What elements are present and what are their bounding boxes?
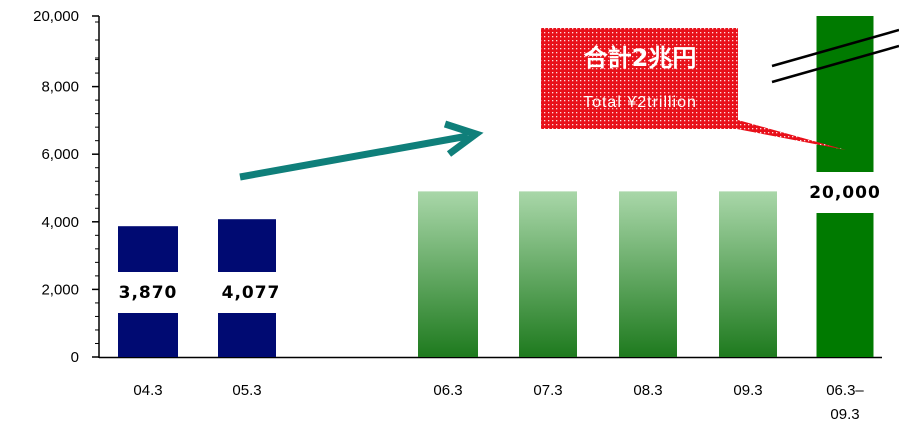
data-label-bg: [805, 172, 885, 213]
callout-total: 合計2兆円 Total ¥2trillion: [541, 28, 846, 150]
data-label: 3,870: [119, 283, 178, 303]
y-tick-label: 6,000: [41, 146, 79, 163]
data-label-bg: [215, 272, 279, 313]
y-tick-label: 8,000: [41, 79, 79, 96]
x-tick-label: 08.3: [633, 382, 662, 399]
data-label: 4,077: [222, 283, 281, 303]
data-label-bg: [116, 272, 180, 313]
x-tick-label: 06.3– 09.3: [826, 382, 864, 423]
data-label: 20,000: [809, 183, 881, 203]
x-tick-label: 05.3: [232, 382, 261, 399]
bar-plan-06.3: [418, 191, 478, 357]
axis-break-line-1: [771, 28, 899, 68]
callout-box: [541, 28, 738, 129]
y-tick-label: 20,000: [33, 8, 79, 25]
axis-break-line-2: [771, 44, 899, 84]
y-tick-label: 4,000: [41, 214, 79, 231]
bar-plan-09.3: [719, 191, 777, 357]
bar-plan-08.3: [619, 191, 677, 357]
y-tick-label: 0: [71, 349, 79, 366]
callout-main-text: 合計2兆円: [584, 44, 697, 72]
x-tick-label: 09.3: [733, 382, 762, 399]
x-tick-label: 04.3: [133, 382, 162, 399]
trend-arrow: [239, 120, 484, 181]
bar-plan-07.3: [519, 191, 577, 357]
y-tick-label: 2,000: [41, 281, 79, 298]
callout-sub-text: Total ¥2trillion: [583, 94, 697, 111]
x-tick-label: 06.3: [433, 382, 462, 399]
x-tick-label: 07.3: [533, 382, 562, 399]
